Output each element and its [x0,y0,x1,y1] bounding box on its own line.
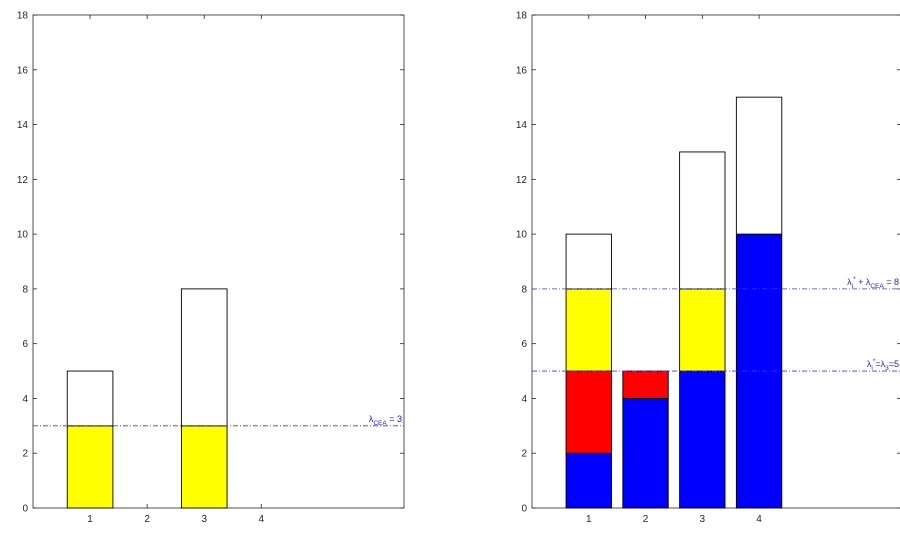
x-tick-label: 1 [87,514,93,525]
x-tick-label: 3 [201,514,207,525]
bar-segment-cat3-series1 [679,370,726,509]
y-tick-label: 0 [22,504,28,515]
bar-segment-cat3-series1 [180,425,228,509]
ref-label-part: λ [369,414,374,424]
bar-segment-cat1-series4 [565,233,612,290]
y-tick-label: 4 [22,394,28,405]
y-tick-label: 10 [516,230,528,241]
y-tick-label: 4 [521,394,527,405]
bar-segment-cat3-series3 [679,288,726,372]
y-tick-label: 12 [17,175,29,186]
y-tick-label: 6 [521,339,527,350]
y-tick-label: 16 [516,65,528,76]
x-tick-label: 4 [756,514,762,525]
y-tick-label: 8 [521,284,527,295]
ref-label-part: * [873,358,876,365]
x-tick-label: 3 [700,514,706,525]
ref-label-part: i [871,365,872,372]
y-tick-label: 16 [17,65,29,76]
y-tick-label: 0 [521,504,527,515]
ref-label-part: =λ [875,359,885,369]
ref-label-part: λ [847,277,852,287]
ref-label-part: λ [867,359,872,369]
x-tick-label: 1 [586,514,592,525]
y-tick-label: 8 [22,284,28,295]
bar-segment-cat1-series2 [66,370,114,427]
y-tick-label: 2 [521,449,527,460]
reference-line-label-1: λi* + λCEA = 8 [847,276,899,290]
bar-segment-cat1-series2 [565,370,612,454]
bar-segment-cat2-series1 [622,397,669,509]
x-tick-label: 2 [144,514,150,525]
y-tick-label: 14 [17,120,29,131]
ref-label-part: i [852,283,853,290]
bar-segment-cat1-series1 [565,452,612,509]
ref-label-part: =5 [889,359,899,369]
bar-segment-cat2-series2 [622,370,669,399]
y-tick-label: 12 [516,175,528,186]
bar-segment-cat3-series4 [679,151,726,290]
ref-label-part: = 3 [387,414,402,424]
y-tick-label: 14 [516,120,528,131]
bar-segment-cat3-series2 [180,288,228,427]
y-tick-label: 10 [17,230,29,241]
bar-segment-cat1-series3 [565,288,612,372]
ref-label-part: CEA [870,283,884,290]
reference-line-label-2: λi*=λ3=5 [867,358,899,372]
y-tick-label: 18 [17,11,29,22]
ref-label-part: * [853,276,856,283]
reference-line-label-1: λCEA = 3 [369,414,402,427]
x-tick-label: 4 [259,514,265,525]
bar-segment-cat4-series4 [735,96,783,235]
y-tick-label: 6 [22,339,28,350]
y-tick-label: 18 [516,11,528,22]
bar-segment-cat1-series1 [66,425,114,509]
ref-label-part: 3 [885,365,889,372]
ref-label-part: = 8 [884,277,899,287]
y-tick-label: 2 [22,449,28,460]
ref-label-part: + λ [856,277,871,287]
x-tick-label: 2 [643,514,649,525]
ref-label-part: CEA [373,420,387,427]
